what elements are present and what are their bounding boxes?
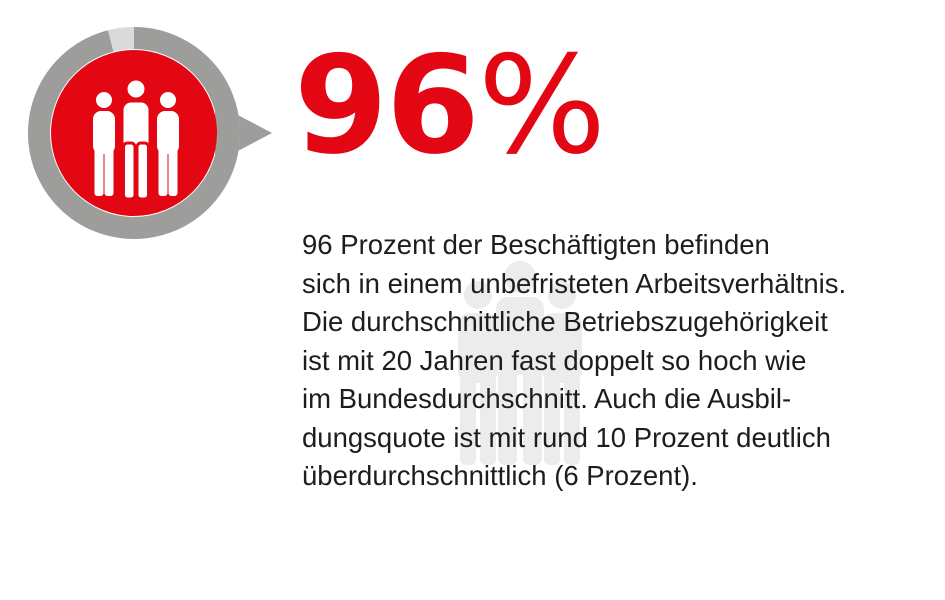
description-line: 96 Prozent der Beschäftigten befinden bbox=[302, 229, 770, 260]
description-line: ist mit 20 Jahren fast doppelt so hoch w… bbox=[302, 344, 807, 376]
donut-filled-slice bbox=[28, 27, 240, 239]
description-line: dungsquote ist mit rund 10 Prozent deutl… bbox=[302, 421, 831, 453]
description-line: sich in einem unbefristeten Arbeitsverhä… bbox=[302, 267, 847, 299]
headline-percentage: 96% bbox=[294, 38, 606, 173]
description-text: 96 Prozent der Beschäftigten befinden si… bbox=[302, 226, 922, 496]
headline-percent-sign: % bbox=[477, 27, 607, 184]
description-line: im Bundesdurchschnitt. Auch die Ausbil- bbox=[302, 383, 792, 414]
people-group-icon bbox=[93, 77, 179, 201]
headline-number: 96 bbox=[294, 27, 480, 184]
percentage-donut bbox=[28, 27, 272, 239]
description-line: Die durchschnittliche Betriebszugehörigk… bbox=[302, 306, 828, 337]
description-line: überdurchschnittlich (6 Prozent). bbox=[302, 460, 698, 491]
people-group-watermark-icon bbox=[458, 261, 582, 465]
